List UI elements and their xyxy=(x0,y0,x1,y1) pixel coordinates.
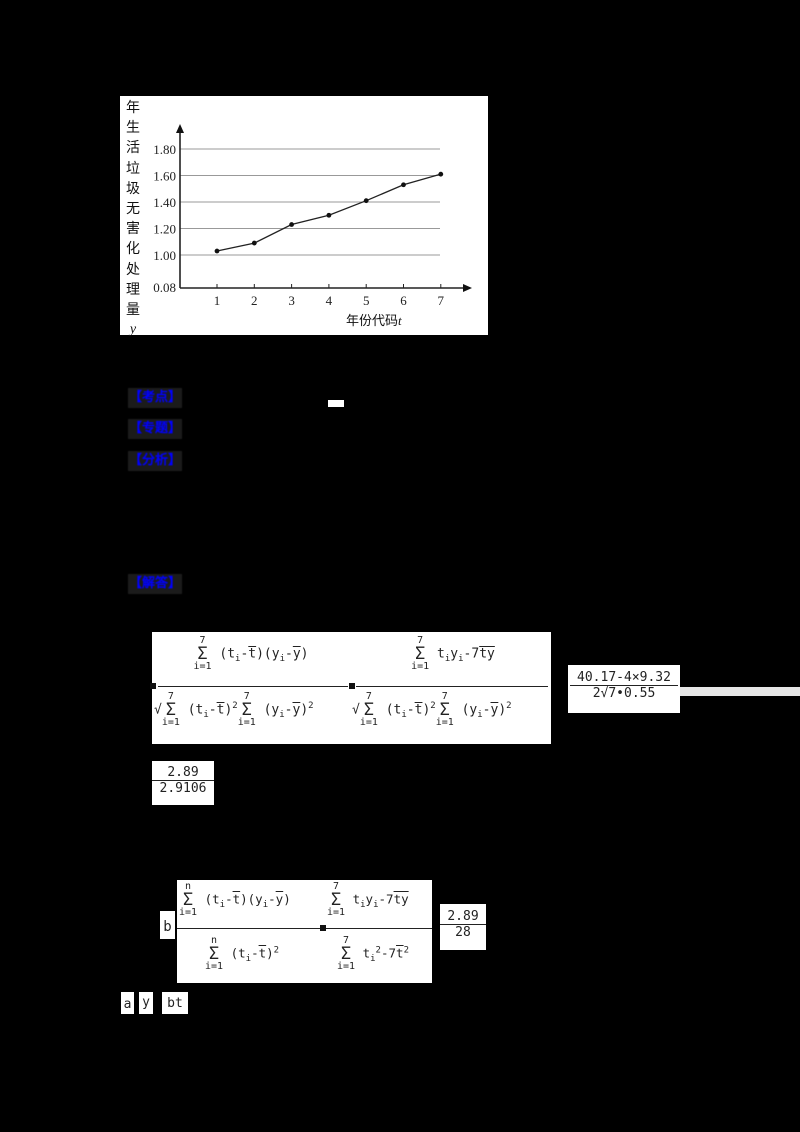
tag-zhuanti: 【专题】 xyxy=(128,419,182,439)
tag-kaodian: 【考点】 xyxy=(128,388,182,408)
fraction-bar-1 xyxy=(158,686,348,687)
gray-bar xyxy=(680,687,800,696)
y-axis-arrow-icon xyxy=(176,124,184,133)
y-label-char: 量 xyxy=(126,302,140,319)
tag-jieda: 【解答】 xyxy=(128,574,182,594)
a-hat: a xyxy=(121,992,134,1014)
svg-text:1.80: 1.80 xyxy=(153,142,176,157)
svg-text:7: 7 xyxy=(438,293,445,308)
slope-result: 2.89 28 xyxy=(440,904,486,950)
x-axis-label: 年份代码t xyxy=(346,310,402,329)
svg-text:1.60: 1.60 xyxy=(153,169,176,184)
slope-result-numerator: 2.89 xyxy=(440,909,486,925)
slope-fraction-bar xyxy=(177,928,432,929)
svg-text:1.00: 1.00 xyxy=(153,248,176,263)
svg-text:4: 4 xyxy=(326,293,333,308)
y-label-char: 害 xyxy=(126,221,140,238)
b-hat: b xyxy=(160,911,175,939)
y-variable: y xyxy=(129,322,137,338)
fraction-bar-2 xyxy=(356,686,548,687)
handle xyxy=(320,925,326,931)
y-label-char: 化 xyxy=(126,241,140,258)
y-label-char: 无 xyxy=(126,201,140,218)
svg-text:1.20: 1.20 xyxy=(153,222,176,237)
svg-text:3: 3 xyxy=(288,293,295,308)
handle xyxy=(349,683,355,689)
computation-denominator: 2√7•0.55 xyxy=(592,686,656,701)
x-variable: t xyxy=(398,313,402,328)
b-hat-t: bt xyxy=(162,992,188,1014)
x-tick-labels: 1 2 3 4 5 6 7 xyxy=(214,284,445,308)
y-label-char: 圾 xyxy=(126,180,140,197)
svg-text:0.08: 0.08 xyxy=(153,280,176,295)
x-label-text: 年份代码 xyxy=(346,314,399,329)
svg-text:6: 6 xyxy=(400,293,407,308)
line-chart: 年 生 活 垃 圾 无 害 化 处 理 量 y 1.00 1.20 1.40 1.60… xyxy=(120,96,488,337)
svg-text:2: 2 xyxy=(251,293,257,308)
computation-numerator: 40.17-4×9.32 xyxy=(570,670,678,686)
white-mark xyxy=(328,400,344,407)
handle xyxy=(150,683,156,689)
tag-fenxi: 【分析】 xyxy=(128,451,182,471)
y-label-char: 理 xyxy=(126,281,140,298)
y-label-char: 年 xyxy=(126,100,140,116)
svg-text:1.40: 1.40 xyxy=(153,195,176,210)
data-points xyxy=(214,171,444,254)
y-label-char: 活 xyxy=(126,140,140,157)
y-label-char: 生 xyxy=(126,120,140,137)
svg-text:5: 5 xyxy=(363,293,370,308)
data-line xyxy=(216,173,441,252)
y-label-char: 处 xyxy=(126,261,140,278)
r-value-fraction: 2.89 2.9106 xyxy=(152,761,214,805)
svg-text:1: 1 xyxy=(214,293,221,308)
y-bar: y xyxy=(139,992,153,1014)
x-axis-arrow-icon xyxy=(463,284,472,292)
y-label-char: 垃 xyxy=(126,160,140,177)
y-axis-label: 年 生 活 垃 圾 无 害 化 处 理 量 y xyxy=(124,98,142,340)
gridlines xyxy=(180,148,440,256)
r-denominator: 2.9106 xyxy=(159,781,207,796)
y-tick-labels: 1.00 1.20 1.40 1.60 1.80 0.08 xyxy=(153,142,176,295)
chart-plot: 1.00 1.20 1.40 1.60 1.80 0.08 1 2 3 4 5 6 7 xyxy=(153,124,472,308)
computation-fraction: 40.17-4×9.32 2√7•0.55 xyxy=(568,665,680,713)
r-numerator: 2.89 xyxy=(152,765,214,781)
slope-result-denominator: 28 xyxy=(455,925,471,940)
